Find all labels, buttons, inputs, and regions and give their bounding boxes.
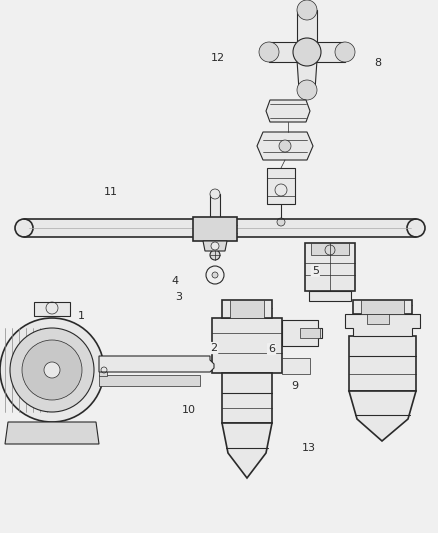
Bar: [300, 328, 320, 338]
Bar: [361, 300, 404, 314]
Circle shape: [10, 328, 94, 412]
Circle shape: [15, 219, 33, 237]
Polygon shape: [349, 391, 416, 441]
Circle shape: [259, 42, 279, 62]
Bar: [222, 300, 272, 318]
Circle shape: [211, 242, 219, 250]
Bar: [311, 243, 349, 255]
Polygon shape: [269, 42, 299, 62]
Circle shape: [407, 219, 425, 237]
Text: 5: 5: [312, 266, 319, 276]
Polygon shape: [282, 320, 322, 346]
Text: 2: 2: [210, 343, 217, 353]
Bar: [305, 243, 355, 291]
Text: 11: 11: [103, 187, 117, 197]
Circle shape: [297, 0, 317, 20]
Text: 4: 4: [172, 277, 179, 286]
Polygon shape: [282, 358, 310, 374]
Polygon shape: [315, 42, 345, 62]
Polygon shape: [5, 422, 99, 444]
Text: 3: 3: [175, 293, 182, 302]
Bar: [367, 314, 389, 324]
Circle shape: [335, 42, 355, 62]
Circle shape: [210, 250, 220, 260]
Bar: [210, 194, 220, 222]
Bar: [99, 364, 107, 376]
Text: 8: 8: [374, 58, 381, 68]
Bar: [349, 336, 416, 391]
Polygon shape: [345, 314, 420, 336]
Polygon shape: [309, 291, 351, 301]
Text: 10: 10: [181, 406, 195, 415]
Bar: [230, 300, 264, 318]
Text: 9: 9: [291, 381, 298, 391]
Circle shape: [22, 340, 82, 400]
Polygon shape: [34, 302, 70, 316]
Polygon shape: [297, 60, 317, 90]
Polygon shape: [266, 100, 310, 122]
Polygon shape: [257, 132, 313, 160]
Circle shape: [279, 140, 291, 152]
Text: 1: 1: [78, 311, 85, 320]
Bar: [222, 373, 272, 423]
Bar: [212, 318, 282, 373]
Text: 13: 13: [302, 443, 316, 453]
Polygon shape: [99, 356, 214, 372]
Bar: [193, 217, 237, 241]
Text: 12: 12: [211, 53, 225, 62]
Circle shape: [297, 80, 317, 100]
Polygon shape: [297, 10, 317, 44]
Polygon shape: [203, 241, 227, 251]
Polygon shape: [99, 375, 200, 386]
Text: 6: 6: [268, 344, 275, 354]
Circle shape: [0, 318, 104, 422]
Bar: [24, 219, 416, 237]
Bar: [353, 300, 412, 314]
Circle shape: [293, 38, 321, 66]
Polygon shape: [222, 423, 272, 478]
Circle shape: [277, 218, 285, 226]
Circle shape: [212, 272, 218, 278]
Circle shape: [210, 189, 220, 199]
Bar: [267, 168, 295, 204]
Circle shape: [44, 362, 60, 378]
